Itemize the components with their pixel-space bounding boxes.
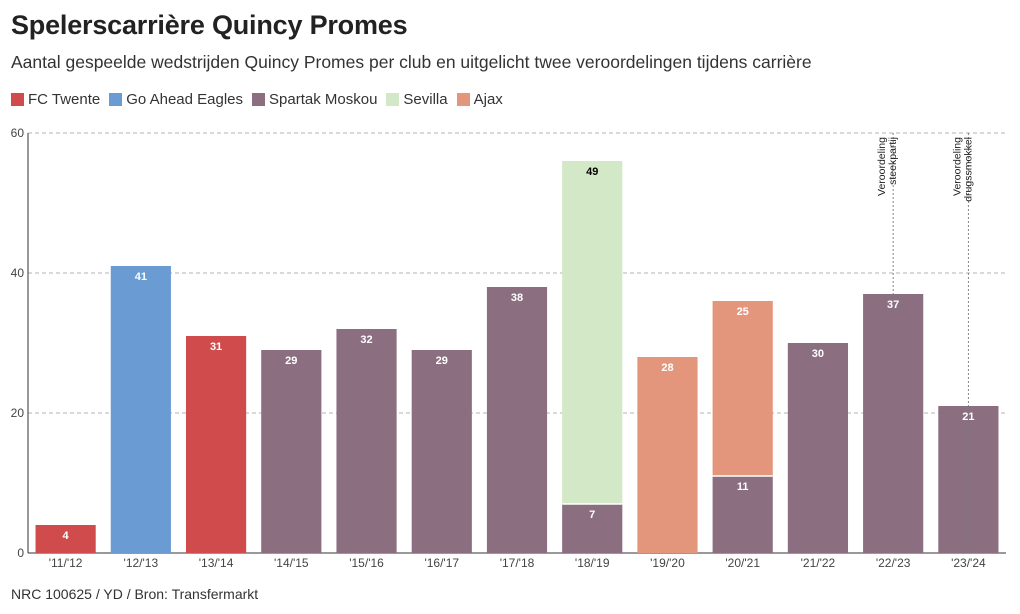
legend-label: Ajax — [473, 91, 503, 108]
bar-value-label: 31 — [210, 341, 222, 353]
bar-value-label: 41 — [135, 271, 147, 283]
x-tick-label: '22/'23 — [876, 556, 911, 570]
bar-segment — [562, 504, 623, 553]
bar-value-label: 38 — [511, 292, 523, 304]
bar-segment — [712, 476, 773, 553]
bar-value-label: 49 — [586, 166, 598, 178]
x-tick-label: '18/'19 — [575, 556, 610, 570]
legend-swatch — [456, 93, 470, 106]
bar-value-label: 4 — [63, 530, 70, 542]
x-tick-label: '14/'15 — [274, 556, 309, 570]
bar-segment — [110, 266, 171, 553]
legend-swatch — [252, 93, 266, 106]
bar-segment — [336, 329, 397, 553]
chart-subtitle: Aantal gespeelde wedstrijden Quincy Prom… — [11, 52, 812, 72]
x-tick-label: '17/'18 — [500, 556, 535, 570]
bar-segment — [562, 161, 623, 504]
annotation-label: Veroordeling — [951, 137, 963, 196]
bar-segment — [261, 350, 322, 553]
x-tick-label: '13/'14 — [199, 556, 234, 570]
legend-label: FC Twente — [28, 91, 101, 108]
bar-value-label: 28 — [661, 362, 673, 374]
x-tick-label: '11/'12 — [49, 556, 83, 570]
x-tick-label: '16/'17 — [424, 556, 459, 570]
bar-value-label: 30 — [812, 348, 824, 360]
x-tick-label: '21/'22 — [801, 556, 836, 570]
legend-swatch — [109, 93, 123, 106]
x-tick-label: '20/'21 — [725, 556, 760, 570]
legend-label: Sevilla — [403, 91, 448, 108]
source-footer: NRC 100625 / YD / Bron: Transfermarkt — [11, 586, 259, 602]
legend-item: Sevilla — [386, 91, 448, 108]
bar-value-label: 25 — [737, 306, 749, 318]
bar-value-label: 7 — [589, 509, 595, 521]
bar-value-label: 32 — [360, 334, 372, 346]
annotation-label: drugssmokkel — [962, 137, 974, 202]
legend-label: Go Ahead Eagles — [126, 91, 244, 108]
bar-segment — [712, 301, 773, 476]
legend-item: Spartak Moskou — [252, 91, 377, 108]
bar-value-label: 29 — [285, 355, 297, 367]
bar-segment — [486, 287, 548, 553]
x-tick-label: '19/'20 — [650, 556, 685, 570]
y-tick-label: 60 — [11, 126, 25, 140]
annotation-label: steekpartij — [887, 137, 899, 185]
legend-item: Go Ahead Eagles — [109, 91, 243, 108]
bar-segment — [787, 343, 849, 553]
x-tick-label: '15/'16 — [349, 556, 384, 570]
legend-label: Spartak Moskou — [269, 91, 378, 108]
annotation-label: Veroordeling — [876, 137, 888, 196]
chart-title: Spelerscarrière Quincy Promes — [11, 10, 408, 40]
legend: FC Twente Go Ahead Eagles Spartak Moskou Se… — [11, 91, 512, 108]
x-tick-label: '23/'24 — [951, 556, 986, 570]
bar-segment — [637, 357, 698, 553]
legend-item: FC Twente — [11, 91, 100, 108]
legend-item: Ajax — [456, 91, 503, 108]
bar-segment — [35, 525, 96, 553]
y-tick-label: 40 — [11, 266, 25, 280]
y-tick-label: 0 — [17, 546, 24, 560]
bar-chart: 0 20 40 60 4 '11/'12 41 '12/'13 31 '13/'14 29 '14/'… — [11, 126, 1006, 570]
legend-swatch — [386, 93, 400, 106]
bar-value-label: 29 — [436, 355, 448, 367]
bar-segment — [411, 350, 472, 553]
bar-segment — [185, 336, 247, 553]
y-tick-label: 20 — [11, 406, 25, 420]
legend-swatch — [11, 93, 24, 106]
x-tick-label: '12/'13 — [124, 556, 159, 570]
bar-value-label: 11 — [737, 481, 749, 493]
